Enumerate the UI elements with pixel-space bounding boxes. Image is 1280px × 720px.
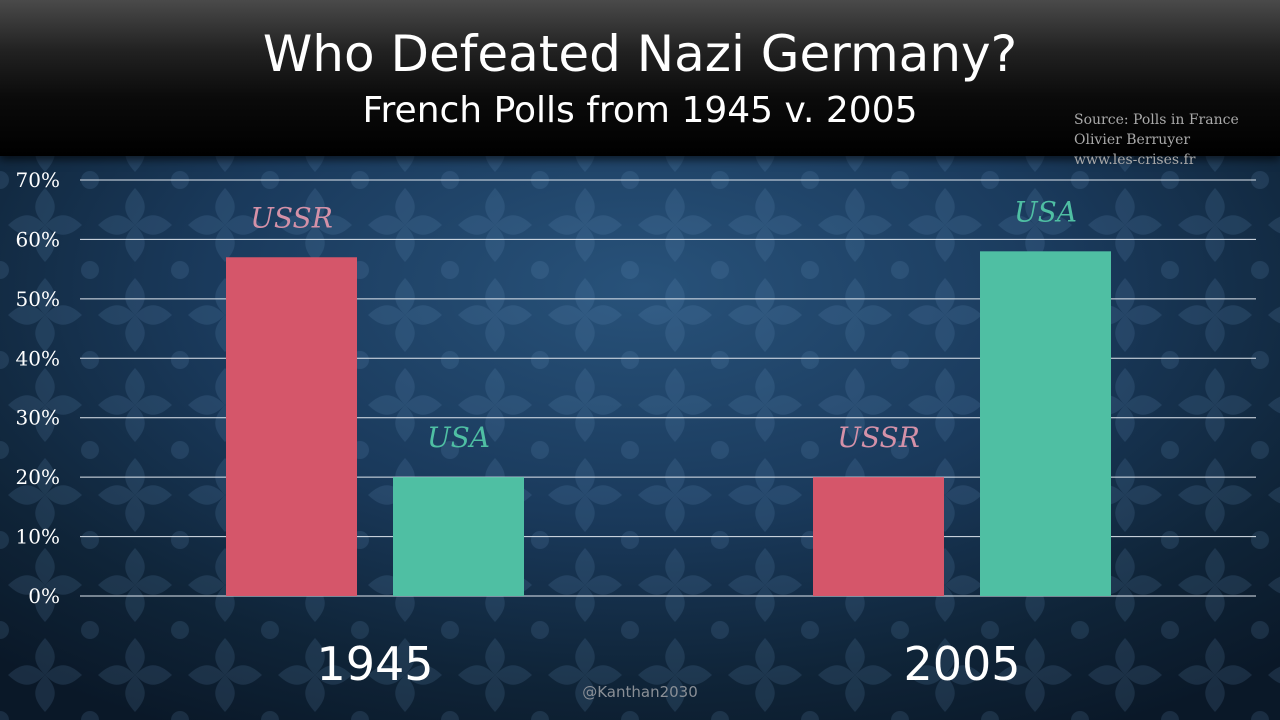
y-tick-label: 60% bbox=[16, 227, 60, 251]
title-banner: Who Defeated Nazi Germany? French Polls … bbox=[0, 0, 1280, 156]
y-tick-label: 20% bbox=[16, 465, 60, 489]
source-line-2: Olivier Berruyer bbox=[1074, 132, 1191, 148]
bar-label-ussr-1945: USSR bbox=[250, 201, 333, 234]
bar-label-usa-2005: USA bbox=[1014, 195, 1077, 228]
chart-subtitle: French Polls from 1945 v. 2005 bbox=[362, 90, 918, 131]
bar-ussr-2005 bbox=[813, 477, 944, 596]
bar-usa-1945 bbox=[393, 477, 524, 596]
x-category-label-1945: 1945 bbox=[316, 637, 433, 691]
y-tick-label: 40% bbox=[16, 346, 60, 370]
y-tick-label: 70% bbox=[16, 168, 60, 192]
bar-label-ussr-2005: USSR bbox=[837, 421, 920, 454]
x-category-label-2005: 2005 bbox=[903, 637, 1020, 691]
y-tick-label: 0% bbox=[28, 584, 60, 608]
bar-usa-2005 bbox=[980, 251, 1111, 597]
y-tick-label: 10% bbox=[16, 525, 60, 549]
source-note: Source: Polls in France Olivier Berruyer… bbox=[1074, 110, 1239, 170]
source-line-3: www.les-crises.fr bbox=[1074, 152, 1196, 168]
watermark: @Kanthan2030 bbox=[582, 683, 698, 701]
chart-title: Who Defeated Nazi Germany? bbox=[262, 25, 1018, 83]
y-tick-label: 50% bbox=[16, 287, 60, 311]
bar-ussr-1945 bbox=[226, 257, 357, 596]
y-tick-label: 30% bbox=[16, 406, 60, 430]
source-line-1: Source: Polls in France bbox=[1074, 112, 1239, 128]
bar-label-usa-1945: USA bbox=[427, 421, 490, 454]
